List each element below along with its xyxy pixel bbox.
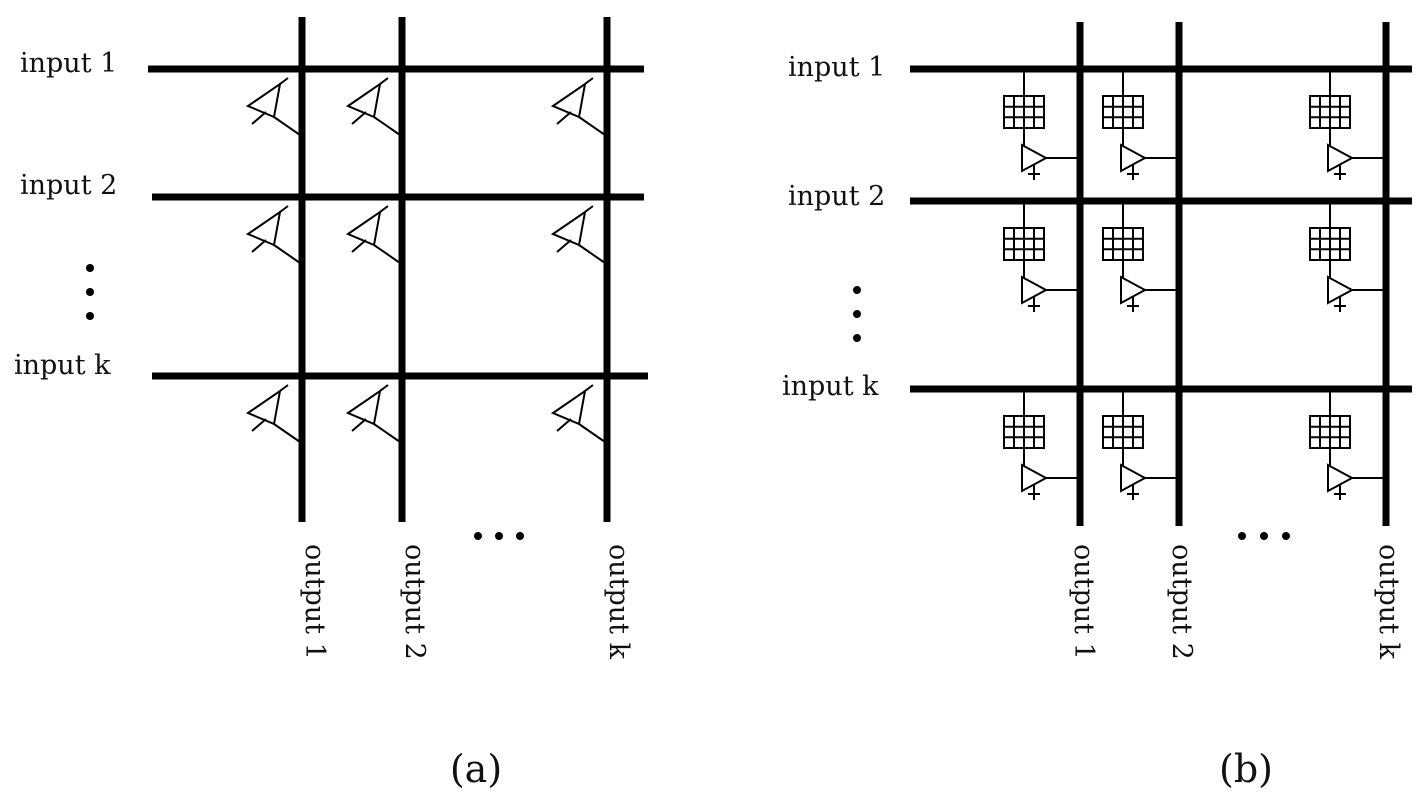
amplifier-icon: [1120, 463, 1179, 500]
buffer-grid-icon: [1309, 415, 1351, 449]
amplifier-icon: [245, 205, 301, 264]
panel-b-output-label-1: output 1: [1068, 544, 1099, 660]
panel-a-horizontal-ellipsis: [474, 532, 524, 540]
panel-b-caption: (b): [1219, 747, 1273, 791]
buffer-amplifier-cell: [1003, 69, 1080, 180]
panel-a-output-label-k: output k: [603, 544, 634, 660]
buffer-amplifier-cell: [1309, 389, 1386, 500]
amplifier-icon: [1021, 463, 1080, 500]
panel-a-caption: (a): [450, 747, 502, 791]
buffer-amplifier-cell: [1102, 69, 1179, 180]
amplifier-icon: [550, 77, 606, 136]
panel-b: input 1 input 2 input k output 1 output …: [782, 22, 1412, 791]
buffer-grid-icon: [1102, 227, 1144, 261]
panel-b-horizontal-ellipsis: [1238, 532, 1290, 540]
panel-b-output-label-2: output 2: [1166, 544, 1197, 660]
buffer-grid-icon: [1003, 95, 1045, 129]
buffer-grid-icon: [1309, 95, 1351, 129]
buffer-grid-icon: [1102, 415, 1144, 449]
amplifier-icon: [1120, 143, 1179, 180]
panel-a-output-label-2: output 2: [399, 544, 430, 660]
panel-a: input 1 input 2 input k output 1 output …: [14, 17, 648, 791]
amplifier-icon: [1021, 275, 1080, 312]
amplifier-icon: [550, 384, 606, 443]
buffer-grid-icon: [1309, 227, 1351, 261]
buffer-grid-icon: [1102, 95, 1144, 129]
buffer-amplifier-cell: [1309, 69, 1386, 180]
amplifier-icon: [1327, 463, 1386, 500]
buffer-amplifier-cell: [1309, 201, 1386, 312]
amplifier-icon: [345, 384, 401, 443]
buffer-amplifier-cell: [1102, 389, 1179, 500]
panel-a-input-label-k: input k: [14, 350, 111, 381]
amplifier-icon: [245, 77, 301, 136]
amplifier-icon: [1327, 143, 1386, 180]
panel-b-input-label-k: input k: [782, 371, 879, 402]
amplifier-icon: [550, 205, 606, 264]
buffer-grid-icon: [1003, 227, 1045, 261]
amplifier-icon: [1021, 143, 1080, 180]
buffer-amplifier-cell: [1003, 389, 1080, 500]
panel-a-input-label-2: input 2: [20, 170, 117, 201]
amplifier-icon: [1120, 275, 1179, 312]
panel-b-vertical-ellipsis: [853, 286, 861, 342]
panel-a-vertical-ellipsis: [86, 264, 94, 320]
buffer-amplifier-cell: [1102, 201, 1179, 312]
panel-b-output-label-k: output k: [1373, 544, 1404, 660]
amplifier-icon: [245, 384, 301, 443]
panel-b-input-label-1: input 1: [788, 52, 885, 83]
amplifier-icon: [345, 77, 401, 136]
amplifier-icon: [1327, 275, 1386, 312]
amplifier-icon: [345, 205, 401, 264]
panel-b-input-label-2: input 2: [788, 181, 885, 212]
panel-a-output-label-1: output 1: [299, 544, 330, 660]
buffer-amplifier-cell: [1003, 201, 1080, 312]
panel-a-input-label-1: input 1: [20, 48, 117, 79]
buffer-grid-icon: [1003, 415, 1045, 449]
